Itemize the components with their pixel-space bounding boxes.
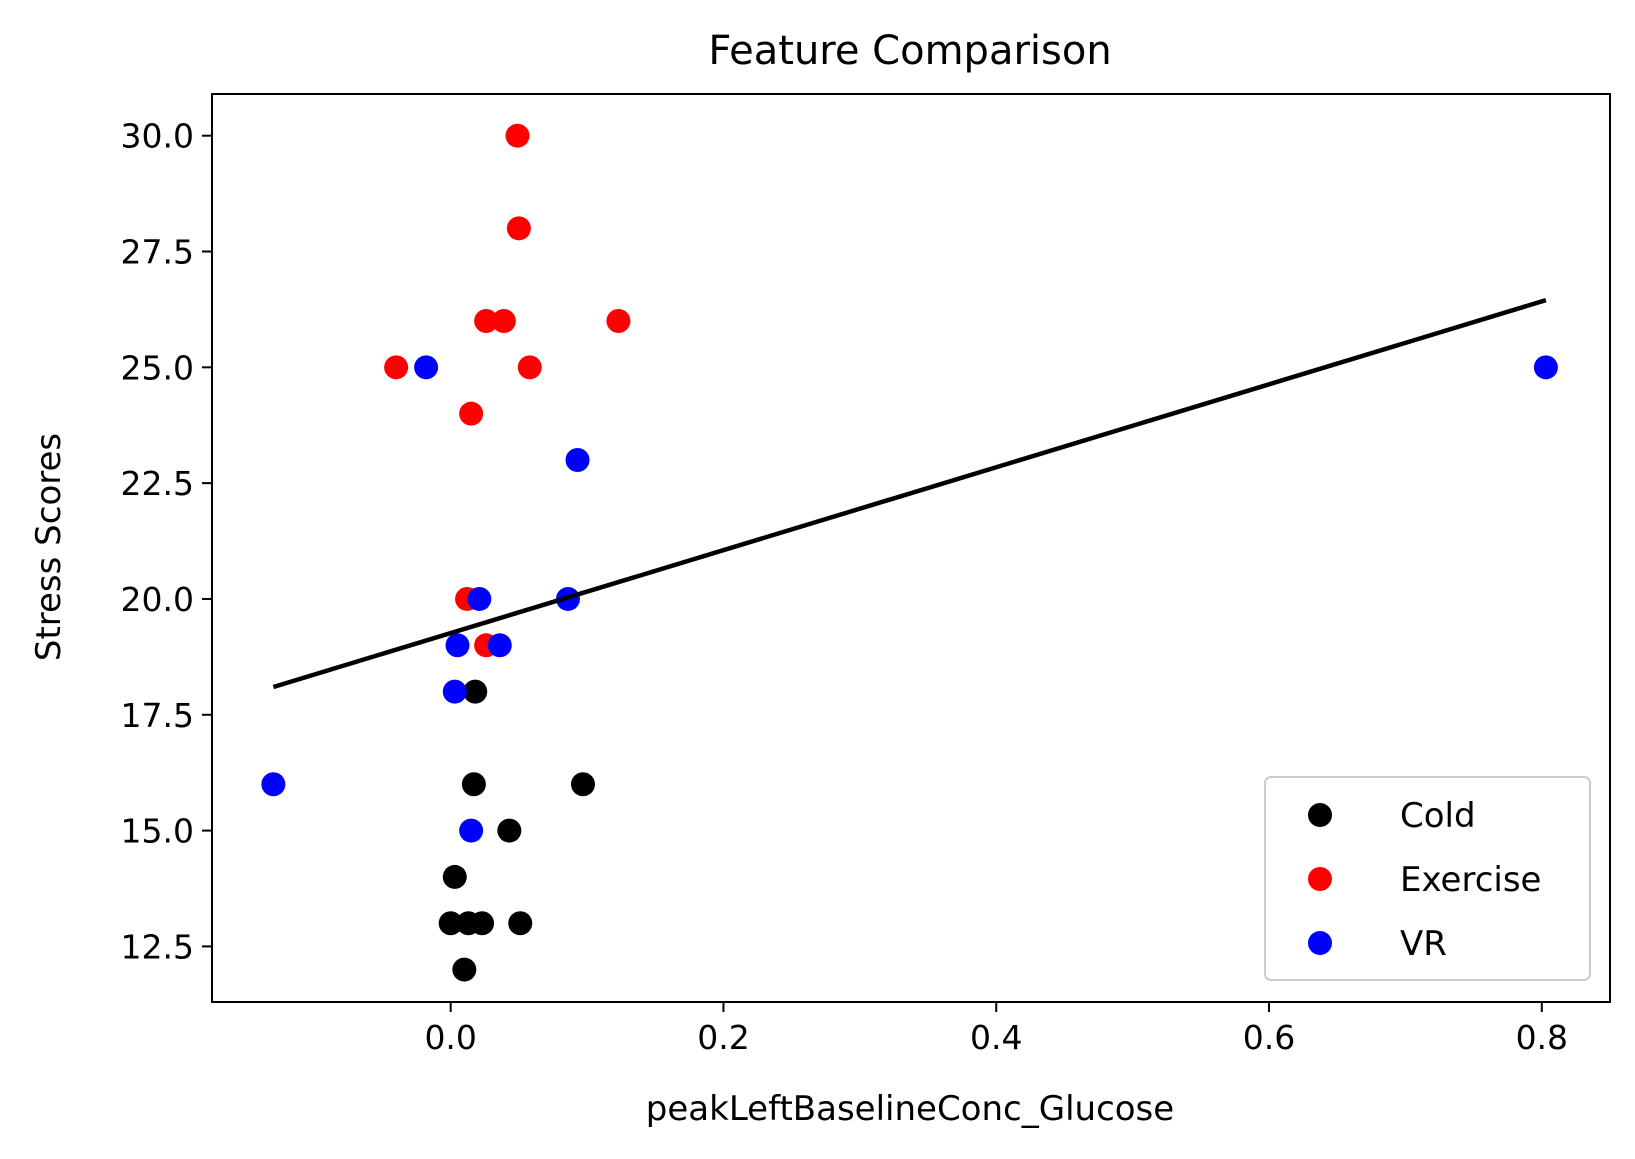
plot-frame <box>211 93 1611 1003</box>
point-exercise-7 <box>459 401 484 426</box>
point-cold-2 <box>570 772 595 797</box>
point-vr-8 <box>261 772 286 797</box>
point-exercise-5 <box>384 355 409 380</box>
x-tick-label: 0.2 <box>697 1018 749 1057</box>
point-vr-3 <box>467 586 492 611</box>
y-axis: 12.5 15.0 17.5 20.0 22.5 25.0 27.5 30.0 <box>121 117 212 966</box>
y-tick-label: 22.5 <box>121 464 194 503</box>
point-vr-7 <box>442 679 467 704</box>
legend-label-cold: Cold <box>1400 796 1476 836</box>
y-tick-label: 15.0 <box>121 812 194 851</box>
point-exercise-4 <box>606 309 631 333</box>
x-tick-label: 0.6 <box>1243 1018 1295 1057</box>
point-vr-1 <box>1533 355 1558 380</box>
legend-marker-exercise <box>1308 867 1332 891</box>
plot-area <box>261 123 1558 982</box>
point-exercise-1 <box>506 216 531 241</box>
legend-box <box>1264 776 1591 981</box>
point-cold-4 <box>442 864 467 889</box>
regression-line <box>272 298 1547 690</box>
legend-marker-vr <box>1308 931 1332 955</box>
point-cold-7 <box>470 911 495 936</box>
point-cold-9 <box>452 957 477 982</box>
point-cold-1 <box>461 772 486 797</box>
point-vr-0 <box>414 355 439 380</box>
point-vr-2 <box>565 447 590 472</box>
point-vr-5 <box>445 633 470 658</box>
point-cold-8 <box>508 911 533 936</box>
point-cold-3 <box>497 818 522 843</box>
y-tick-label: 27.5 <box>121 233 194 272</box>
legend: Cold Exercise VR <box>1264 776 1591 981</box>
point-exercise-3 <box>491 309 516 333</box>
legend-label-exercise: Exercise <box>1400 860 1541 900</box>
legend-marker-cold <box>1308 803 1332 827</box>
point-cold-0 <box>463 679 488 704</box>
y-tick-label: 25.0 <box>121 348 194 387</box>
x-tick-label: 0.4 <box>970 1018 1022 1057</box>
x-tick-label: 0.0 <box>424 1018 476 1057</box>
y-tick-label: 20.0 <box>121 580 194 619</box>
y-tick-label: 12.5 <box>121 927 194 966</box>
point-exercise-2 <box>474 309 499 333</box>
y-axis-label: Stress Scores <box>29 433 69 661</box>
x-tick-label: 0.8 <box>1516 1018 1568 1057</box>
y-tick-label: 17.5 <box>121 696 194 735</box>
y-tick-label: 30.0 <box>121 117 194 156</box>
x-axis-label: peakLeftBaselineConc_Glucose <box>646 1089 1174 1129</box>
point-vr-6 <box>487 633 512 658</box>
legend-label-vr: VR <box>1400 924 1447 964</box>
point-exercise-0 <box>505 123 530 148</box>
x-axis: 0.0 0.2 0.4 0.6 0.8 <box>424 1002 1568 1057</box>
point-exercise-6 <box>517 355 542 380</box>
point-vr-9 <box>459 818 484 843</box>
chart-title: Feature Comparison <box>708 28 1111 74</box>
point-cold-5 <box>438 911 463 936</box>
